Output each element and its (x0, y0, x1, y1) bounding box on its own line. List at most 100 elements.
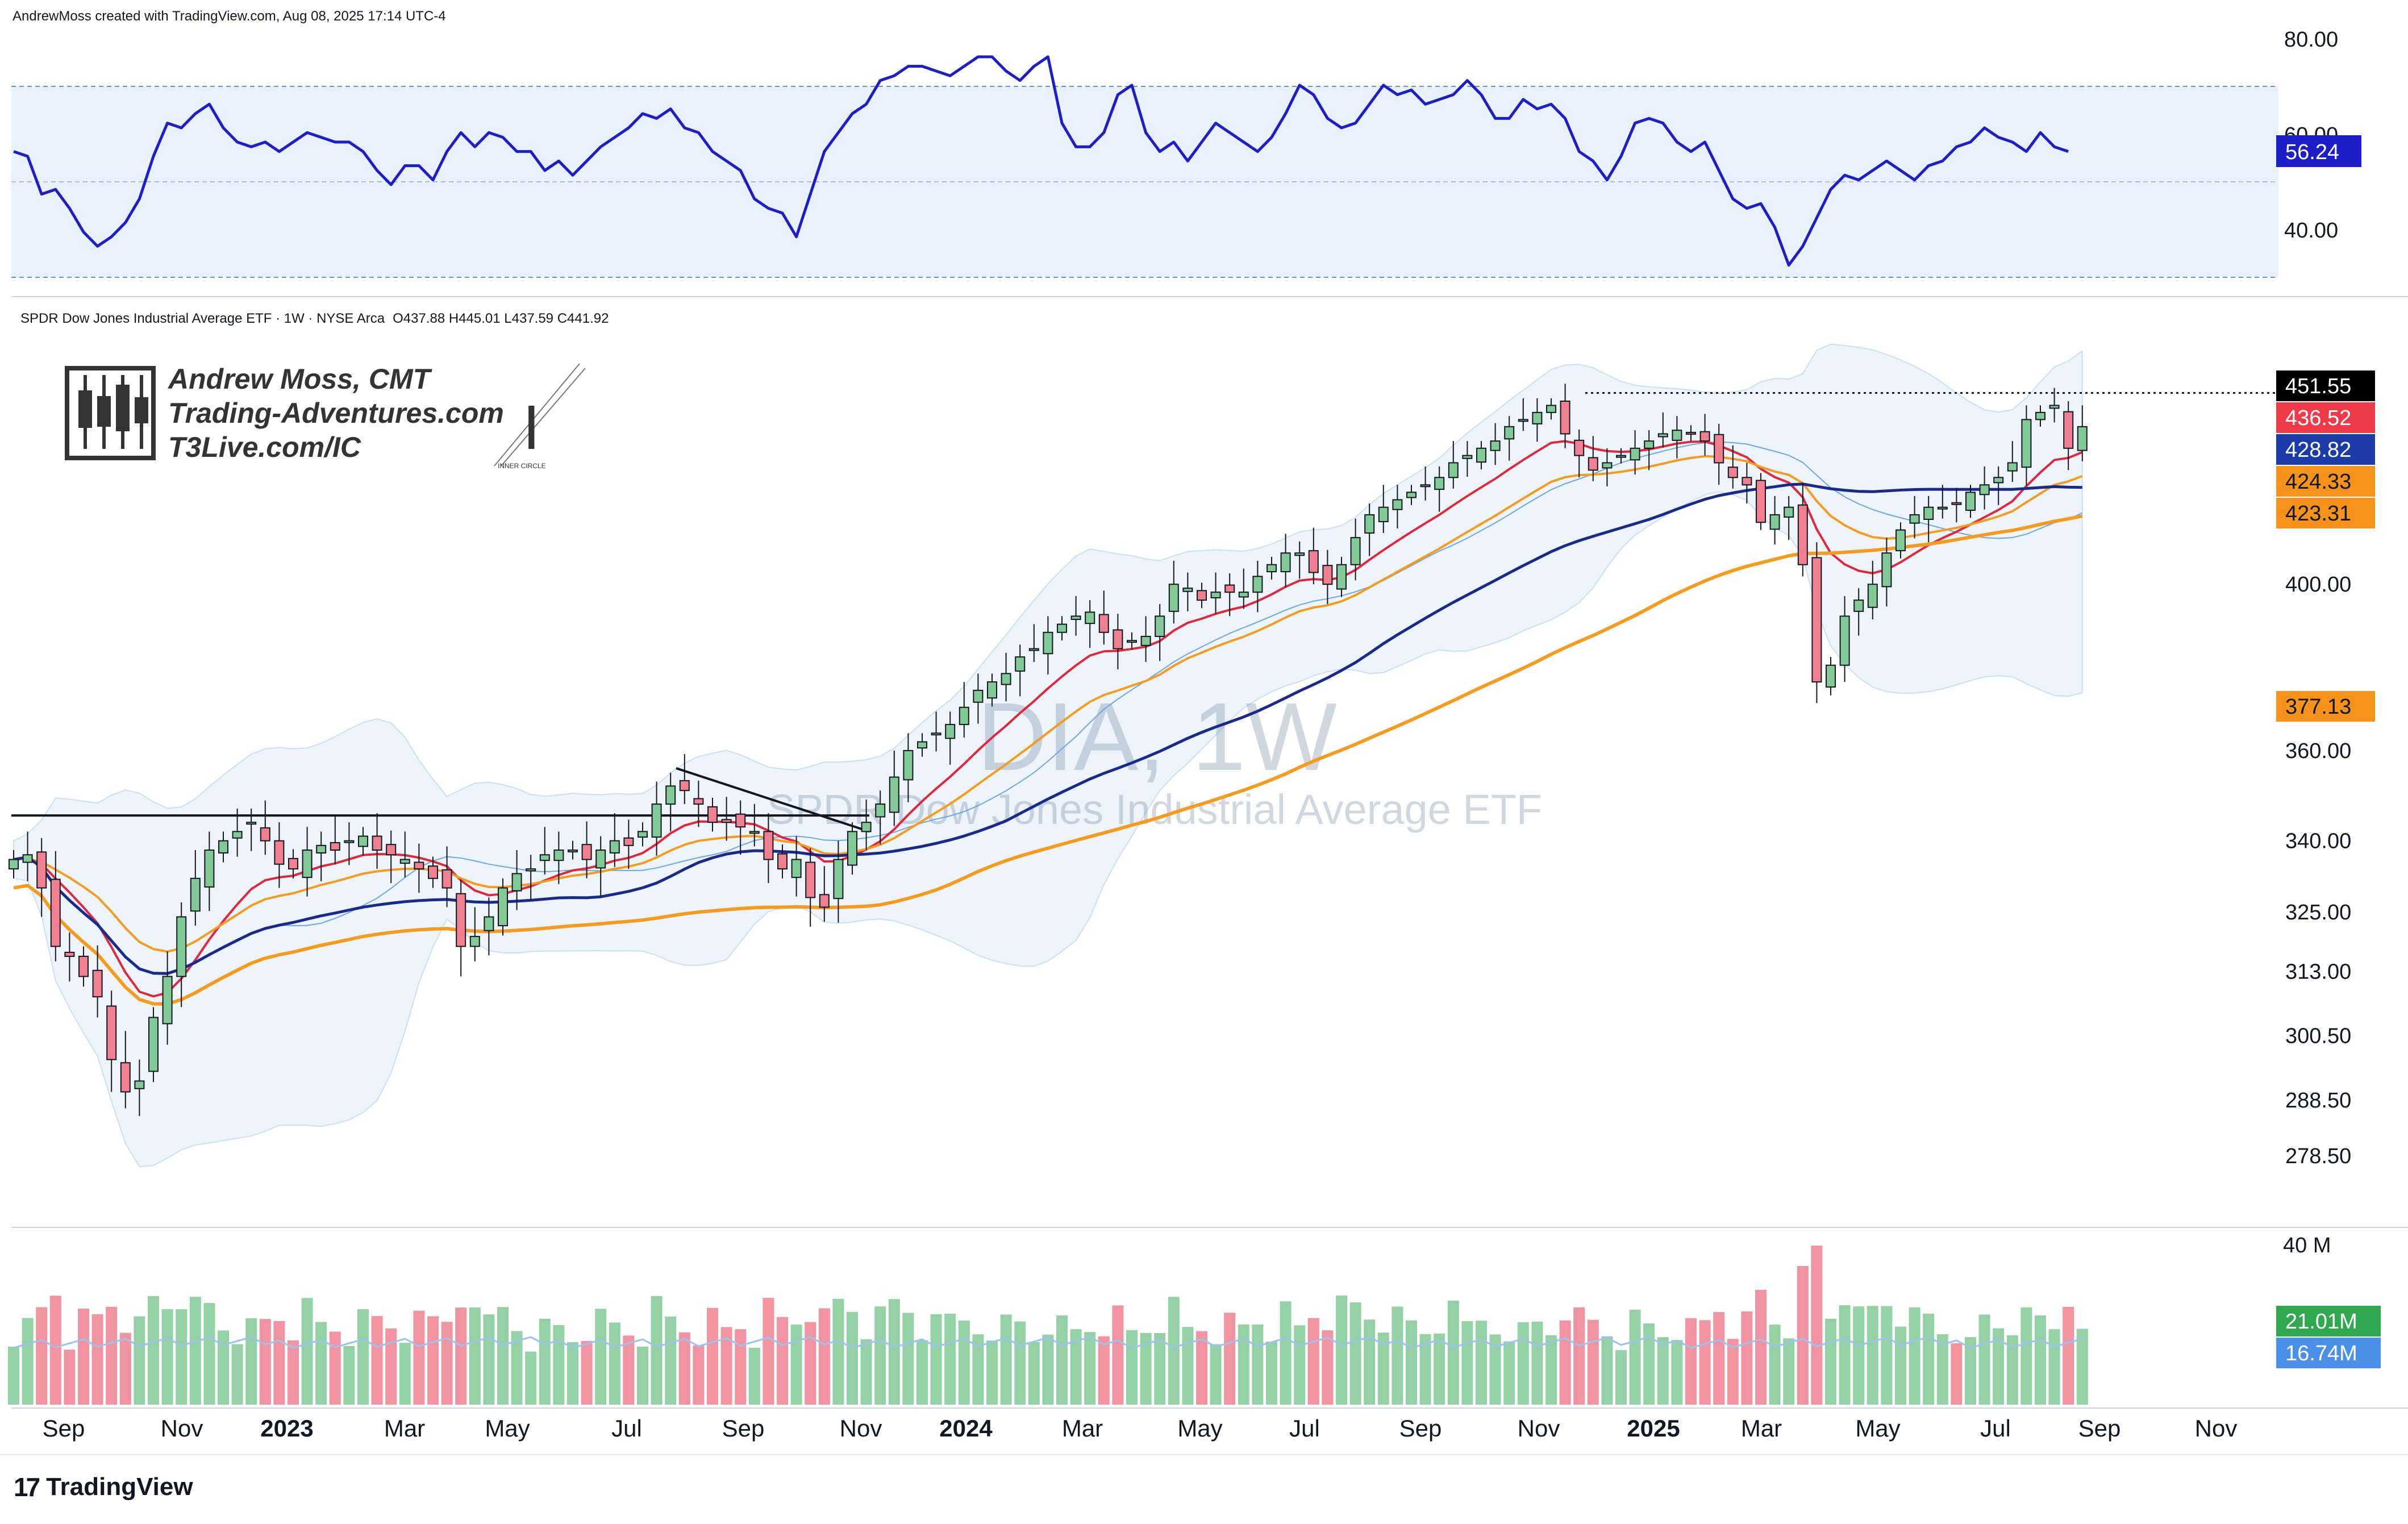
volume-bar (189, 1297, 201, 1405)
candle-body (176, 916, 187, 977)
volume-bar (288, 1340, 299, 1405)
time-axis-label: Jul (1980, 1415, 2011, 1442)
volume-bar (1657, 1337, 1669, 1405)
volume-bar (1294, 1325, 1306, 1405)
candle (134, 1059, 145, 1116)
candle (386, 830, 397, 884)
volume-bar (203, 1303, 215, 1405)
volume-ma-line (13, 1336, 2083, 1349)
price-tag-label: 423.31 (2285, 502, 2351, 526)
candle-body (1267, 564, 1277, 573)
volume-bar (1825, 1318, 1836, 1405)
candle-body (1238, 592, 1249, 598)
volume-bar (1196, 1331, 1207, 1405)
volume-bar (1140, 1333, 1152, 1405)
candle-body (651, 803, 662, 838)
header-credit: AndrewMoss created with TradingView.com,… (13, 9, 446, 24)
candle-body (1098, 614, 1109, 633)
candle-body (372, 835, 382, 851)
volume-bar (1713, 1312, 1725, 1405)
time-axis-label: Mar (1741, 1415, 1782, 1442)
volume-bar (888, 1299, 900, 1405)
candle-body (498, 887, 508, 927)
candle (1364, 503, 1375, 556)
volume-bar (1098, 1336, 1110, 1405)
candle-body (1881, 552, 1892, 588)
candle-body (1168, 584, 1179, 612)
candle-body (903, 749, 914, 781)
volume-bar (805, 1322, 816, 1405)
candle (1602, 448, 1613, 486)
volume-bar (245, 1318, 257, 1405)
candle (861, 800, 872, 851)
volume-axis: 40 M 21.01M 16.74M (2276, 1234, 2381, 1368)
candle-body (945, 723, 956, 739)
volume-bar (1769, 1325, 1781, 1405)
volume-bar (1503, 1341, 1515, 1405)
volume-bar (148, 1296, 159, 1405)
volume-bar (748, 1347, 760, 1405)
volume-bar (763, 1298, 774, 1405)
candle-body (693, 798, 704, 805)
price-tick: 288.50 (2285, 1089, 2351, 1113)
candle-body (1644, 440, 1655, 449)
candle-body (1867, 584, 1878, 608)
candle (539, 827, 550, 875)
candle (1043, 616, 1053, 674)
candle (791, 836, 802, 897)
candle-body (330, 842, 340, 851)
volume-tag-1-bg (2276, 1306, 2381, 1336)
volume-bar (483, 1314, 495, 1405)
candle (1727, 445, 1738, 489)
candle (1686, 425, 1696, 442)
volume-bar (1349, 1302, 1361, 1405)
candle-body (2007, 462, 2018, 472)
candle-body (232, 831, 243, 839)
candle-body (148, 1017, 159, 1072)
volume-bar (1699, 1320, 1711, 1405)
volume-bar (1978, 1314, 1990, 1405)
volume-bar (1056, 1315, 1068, 1405)
price-tick: 325.00 (2285, 901, 2351, 925)
candle (498, 878, 508, 936)
time-axis-label: 2025 (1627, 1415, 1680, 1442)
candle-body (1308, 550, 1319, 573)
candle-body (1965, 492, 1976, 511)
time-axis-label: 2023 (260, 1415, 313, 1442)
volume-bar (1307, 1318, 1319, 1405)
volume-bar (790, 1325, 802, 1405)
candle (218, 831, 228, 863)
candle (623, 819, 634, 869)
candle-body (302, 850, 313, 878)
candle-body (1727, 467, 1738, 478)
candle (2007, 441, 2018, 482)
candle (1769, 495, 1780, 545)
price-plot (9, 343, 2375, 1168)
candle-body (931, 732, 941, 736)
volume-bar (427, 1316, 439, 1405)
candle-body (1699, 431, 1710, 442)
candle-body (889, 776, 899, 813)
candle (805, 848, 816, 927)
candle (1028, 624, 1039, 662)
candle-body (1797, 504, 1808, 565)
descending-trendline (676, 767, 870, 833)
candle (1532, 398, 1543, 442)
candle-body (1070, 615, 1081, 621)
candle-body (36, 851, 47, 889)
candle (1070, 596, 1081, 636)
candle (344, 822, 355, 865)
volume-bar (972, 1334, 984, 1405)
volume-bar (469, 1308, 481, 1405)
candle (1546, 398, 1556, 420)
candle-body (1937, 506, 1948, 510)
candle (469, 907, 480, 961)
tradingview-logo[interactable]: 17 TradingView (14, 1472, 193, 1502)
candle-body (581, 844, 592, 860)
candle-body (553, 850, 564, 861)
candle (428, 856, 438, 888)
candle (581, 821, 592, 878)
volume-bar (567, 1342, 578, 1405)
volume-bar (1965, 1337, 1976, 1405)
